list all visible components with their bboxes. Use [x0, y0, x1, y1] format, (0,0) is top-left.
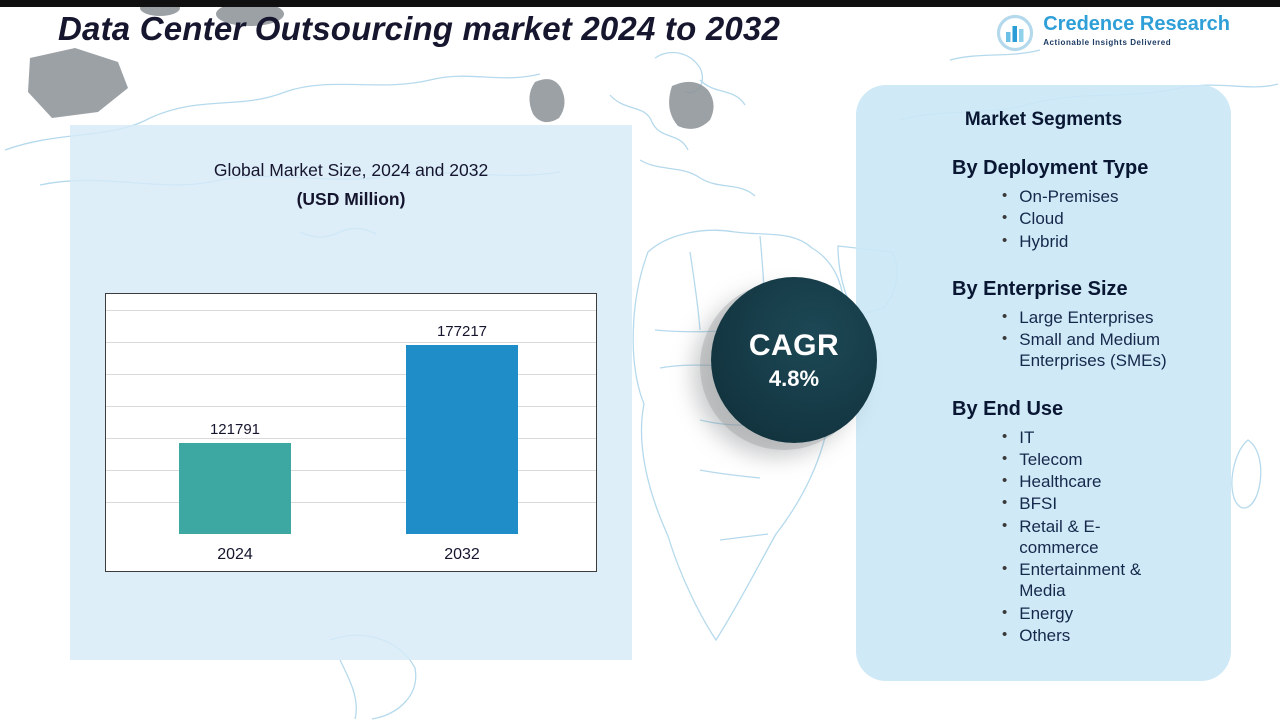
bullet-icon: • [1002, 449, 1008, 467]
segment-item: • Large Enterprises [1002, 307, 1213, 328]
page-title: Data Center Outsourcing market 2024 to 2… [58, 10, 781, 47]
chart-subtitle: (USD Million) [296, 189, 406, 209]
segment-item-label: BFSI [1019, 494, 1058, 514]
segment-item-label: Cloud [1019, 209, 1064, 229]
segment-item: • Healthcare [1002, 471, 1213, 492]
segment-item: • Others [1002, 625, 1213, 646]
segment-item: • Small and Medium Enterprises (SMEs) [1002, 329, 1213, 372]
market-size-panel: Global Market Size, 2024 and 2032 (USD M… [70, 125, 632, 660]
bullet-icon: • [1002, 209, 1008, 227]
bullet-icon: • [1002, 603, 1008, 621]
top-border-strip [0, 0, 1280, 7]
segment-group-deployment-type: By Deployment Type • On-Premises • Cloud • Hy… [952, 157, 1213, 252]
segments-title: Market Segments [964, 109, 1123, 130]
segment-item-label: Retail & E-commerce [1019, 516, 1101, 557]
segment-item-label: Energy [1019, 603, 1074, 623]
bullet-icon: • [1002, 472, 1008, 489]
chart-title: Global Market Size, 2024 and 2032 [213, 160, 489, 180]
bar-value-label-2032: 177217 [436, 323, 488, 340]
segment-item-label: On-Premises [1019, 187, 1119, 206]
market-segments-panel: Market Segments By Deployment Type • On-P… [856, 85, 1231, 681]
x-axis-label-2032: 2032 [444, 546, 480, 563]
cagr-value: 4.8% [768, 365, 820, 391]
segment-list-enterprise-size: • Large Enterprises • Small and Medium Ente… [952, 307, 1213, 372]
segment-item: • Retail & E-commerce [1002, 516, 1213, 559]
bullet-icon: • [1002, 231, 1008, 249]
bar-group-2032: 177217 [406, 323, 518, 534]
bar-group-2024: 121791 [179, 421, 291, 534]
bullet-icon: • [1002, 494, 1008, 512]
x-axis-label-2024: 2024 [217, 546, 253, 563]
segment-item: • IT [1002, 427, 1213, 448]
segment-item-label: Telecom [1019, 449, 1083, 469]
segment-item-label: Entertainment & Media [1019, 560, 1142, 601]
bullet-icon: • [1002, 307, 1008, 325]
bullet-icon: • [1002, 427, 1008, 445]
segment-item: • Cloud [1002, 208, 1213, 229]
bar-chart: 121791 177217 2024 2032 [105, 293, 597, 572]
segment-group-enterprise-size: By Enterprise Size • Large Enterprises • Sm… [952, 278, 1213, 372]
segment-heading-enterprise-size: By Enterprise Size [952, 277, 1128, 300]
segment-item: • BFSI [1002, 493, 1213, 514]
brand-logo: Credence Research Actionable Insights De… [995, 13, 1230, 53]
bullet-icon: • [1002, 560, 1008, 577]
cagr-label: CAGR [748, 328, 840, 362]
segment-item-label: Small and Medium Enterprises (SMEs) [1019, 330, 1167, 371]
bullet-icon: • [1002, 625, 1008, 643]
bar-rect-2024 [179, 443, 291, 534]
credence-logo-icon [997, 14, 1034, 52]
cagr-badge: CAGR 4.8% [711, 277, 877, 443]
segment-item-label: Others [1019, 625, 1071, 645]
segment-item: • On-Premises [1002, 186, 1213, 207]
segment-list-end-use: • IT • Telecom • Healthcare • BFSI • Retail & E-c… [952, 427, 1213, 647]
segment-item-label: Healthcare [1019, 472, 1102, 491]
segment-item: • Telecom [1002, 449, 1213, 470]
segment-item-label: Large Enterprises [1019, 307, 1154, 327]
bullet-icon: • [1002, 516, 1008, 534]
segment-item-label: IT [1019, 427, 1035, 447]
bullet-icon: • [1002, 187, 1008, 204]
segment-heading-deployment-type: By Deployment Type [952, 157, 1149, 179]
segment-group-end-use: By End Use • IT • Telecom • Healthcare • BFSI • R… [952, 398, 1213, 647]
brand-text-block: Credence Research Actionable Insights De… [1043, 13, 1230, 47]
segment-item: • Energy [1002, 603, 1213, 624]
segment-heading-end-use: By End Use [952, 397, 1064, 420]
bar-rect-2032 [406, 345, 518, 534]
segment-item: • Hybrid [1002, 231, 1213, 252]
brand-name: Credence Research [1043, 13, 1230, 35]
segment-item: • Entertainment & Media [1002, 559, 1213, 602]
brand-tagline: Actionable Insights Delivered [1043, 38, 1172, 47]
bullet-icon: • [1002, 330, 1008, 347]
segment-list-deployment-type: • On-Premises • Cloud • Hybrid [952, 186, 1213, 252]
segment-item-label: Hybrid [1019, 231, 1069, 251]
bar-value-label-2024: 121791 [209, 421, 261, 438]
